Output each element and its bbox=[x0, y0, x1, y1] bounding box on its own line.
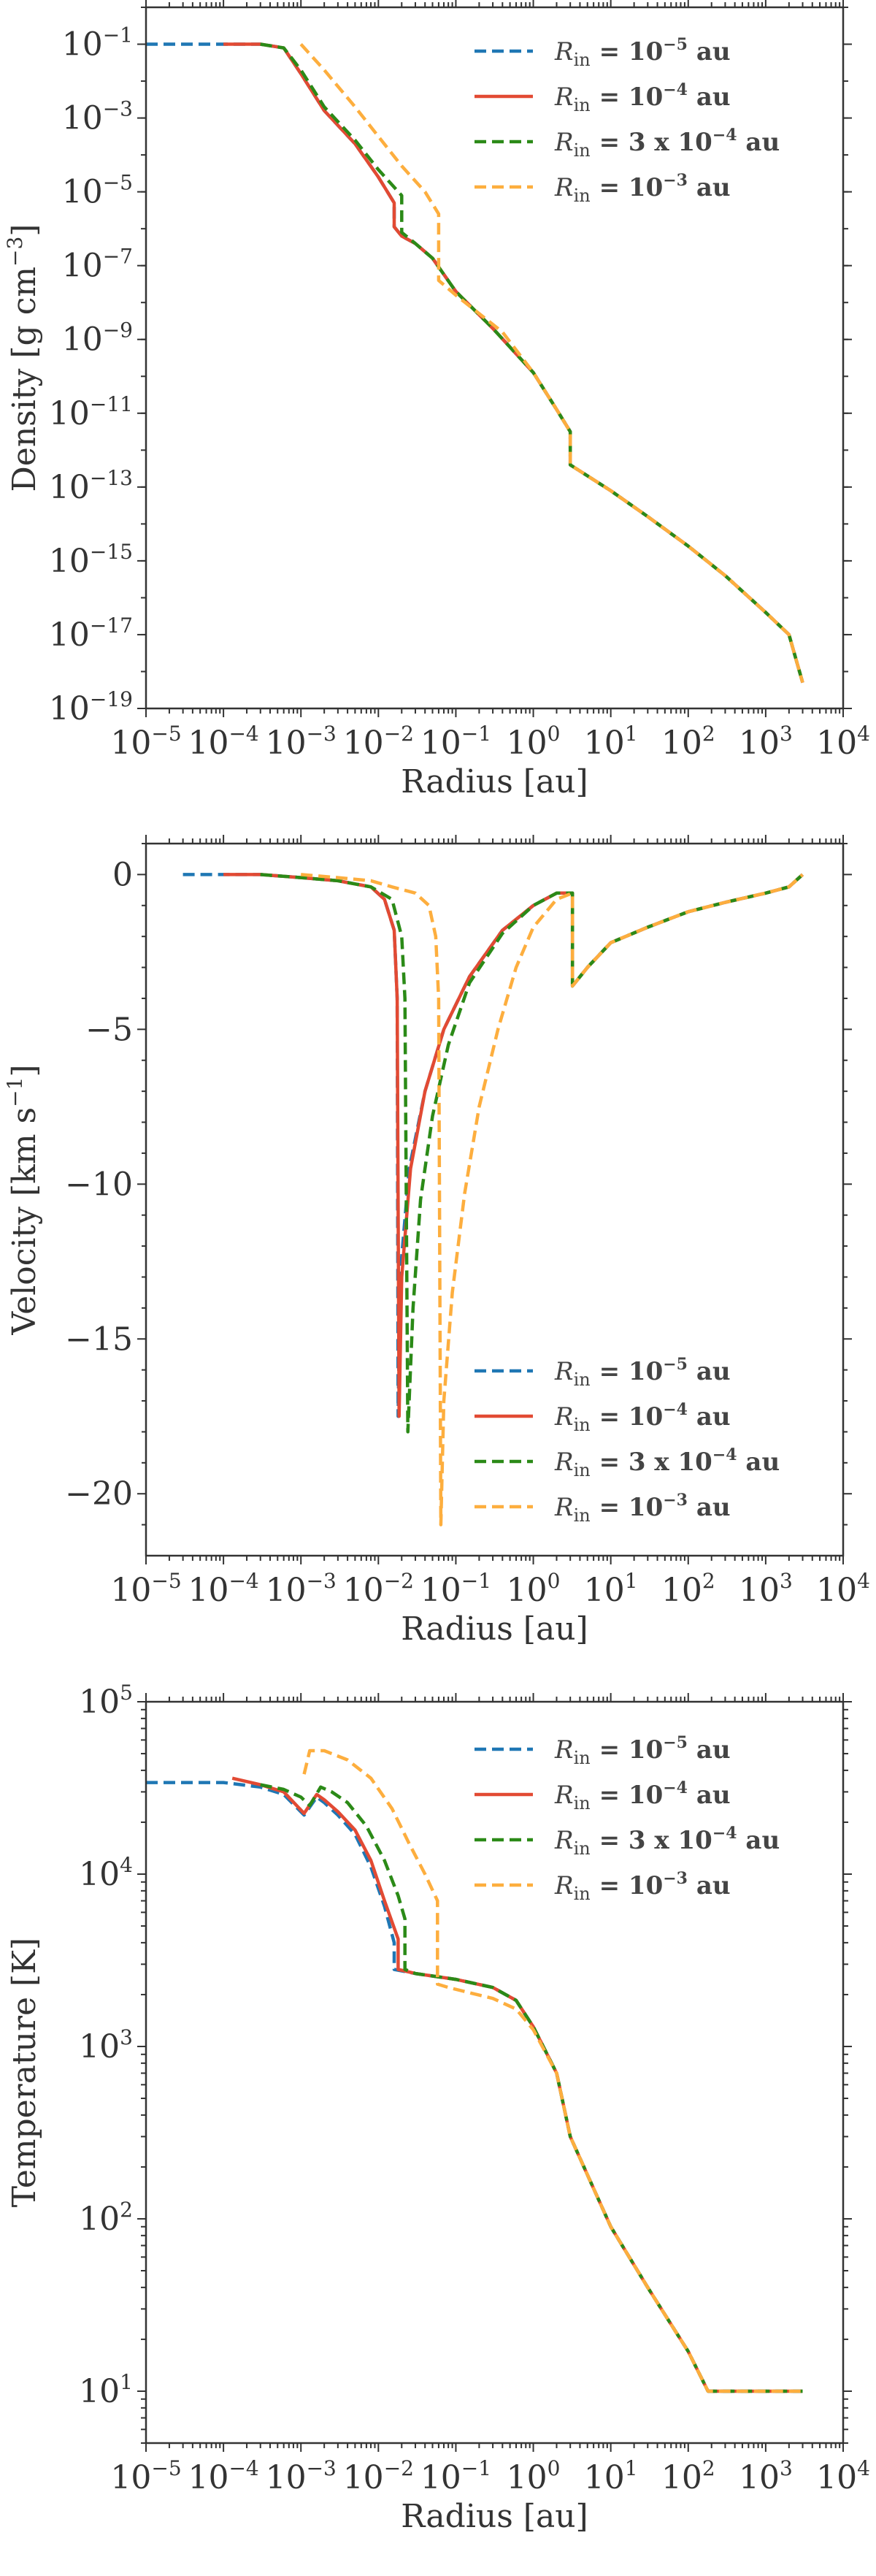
x-tick-label: 102 bbox=[661, 1569, 715, 1609]
x-tick-label: 10−2 bbox=[343, 722, 414, 762]
x-tick-label: 102 bbox=[661, 722, 715, 762]
x-tick-label: 104 bbox=[816, 2456, 870, 2496]
legend-label: Rin = 3 x 10−4 au bbox=[554, 126, 780, 161]
legend-label: Rin = 10−4 au bbox=[554, 80, 731, 115]
x-tick-label: 10−4 bbox=[188, 722, 258, 762]
legend: Rin = 10−5 au Rin = 10−4 au Rin = 3 x 10−4… bbox=[474, 1733, 780, 1904]
legend-label: Rin = 3 x 10−4 au bbox=[554, 1445, 780, 1480]
y-tick-label: 102 bbox=[79, 2198, 133, 2238]
plot-frame bbox=[145, 6, 845, 710]
y-tick-label: 10−5 bbox=[62, 171, 133, 211]
y-tick-label: 101 bbox=[79, 2370, 133, 2410]
y-tick-label: 10−1 bbox=[62, 23, 133, 64]
series-group bbox=[146, 1748, 803, 2393]
y-tick-label: 10−15 bbox=[49, 540, 133, 580]
legend-label: Rin = 10−3 au bbox=[554, 1491, 731, 1526]
y-tick-label: −20 bbox=[65, 1475, 133, 1513]
legend-label: Rin = 10−5 au bbox=[554, 1355, 731, 1390]
x-tick-label: 10−1 bbox=[420, 2456, 491, 2496]
chart-panel-1: 10−5 10−4 10−3 10−2 10−1 100 101 102 103 10410−11… bbox=[3, 0, 870, 800]
x-axis-label: Radius [au] bbox=[401, 1610, 588, 1648]
x-tick-label: 101 bbox=[584, 1569, 638, 1609]
y-axis-label: Velocity [km s−1] bbox=[3, 1064, 43, 1335]
x-tick-label: 100 bbox=[507, 2456, 561, 2496]
x-tick-label: 103 bbox=[739, 722, 793, 762]
y-tick-label: 10−19 bbox=[49, 687, 133, 727]
series-line-4 bbox=[299, 42, 804, 684]
legend: Rin = 10−5 au Rin = 10−4 au Rin = 3 x 10−4… bbox=[474, 1355, 780, 1526]
y-tick-label: 104 bbox=[79, 1853, 133, 1893]
y-tick-label: 10−17 bbox=[49, 614, 133, 654]
x-tick-label: 104 bbox=[816, 722, 870, 762]
x-tick-label: 100 bbox=[507, 1569, 561, 1609]
y-tick-label: 10−9 bbox=[62, 318, 133, 359]
series-line-3 bbox=[260, 42, 804, 684]
x-tick-label: 10−1 bbox=[420, 1569, 491, 1609]
plot-frame bbox=[145, 842, 845, 1557]
x-tick-label: 10−5 bbox=[110, 2456, 181, 2496]
x-tick-label: 102 bbox=[661, 2456, 715, 2496]
series-group bbox=[146, 42, 804, 684]
legend: Rin = 10−5 au Rin = 10−4 au Rin = 3 x 10−4… bbox=[474, 35, 780, 206]
series-line-2 bbox=[223, 873, 804, 1418]
x-tick-label: 10−1 bbox=[420, 722, 491, 762]
x-tick-label: 10−5 bbox=[110, 722, 181, 762]
x-tick-label: 10−3 bbox=[266, 722, 337, 762]
x-tick-label: 101 bbox=[584, 722, 638, 762]
legend-label: Rin = 10−4 au bbox=[554, 1400, 731, 1435]
y-tick-label: 105 bbox=[79, 1681, 133, 1721]
legend-label: Rin = 10−5 au bbox=[554, 1733, 731, 1768]
x-tick-label: 10−3 bbox=[266, 2456, 337, 2496]
x-tick-label: 10−3 bbox=[266, 1569, 337, 1609]
x-tick-label: 103 bbox=[739, 1569, 793, 1609]
series-group bbox=[182, 873, 804, 1526]
legend-label: Rin = 10−5 au bbox=[554, 35, 731, 70]
x-tick-label: 10−5 bbox=[110, 1569, 181, 1609]
y-tick-label: 0 bbox=[112, 856, 133, 893]
chart-panel-2: 10−5 10−4 10−3 10−2 10−1 100 101 102 103 104 0 −5 −1… bbox=[3, 835, 870, 1648]
y-axis-label: Density [g cm−3] bbox=[3, 224, 43, 492]
x-tick-label: 10−4 bbox=[188, 1569, 258, 1609]
x-tick-label: 100 bbox=[507, 722, 561, 762]
x-tick-label: 101 bbox=[584, 2456, 638, 2496]
series-line-1 bbox=[182, 873, 804, 1418]
plot-frame bbox=[145, 1700, 845, 2445]
y-tick-label: 10−13 bbox=[49, 466, 133, 506]
x-axis-label: Radius [au] bbox=[401, 763, 588, 800]
y-tick-label: −15 bbox=[65, 1321, 133, 1358]
x-tick-label: 103 bbox=[739, 2456, 793, 2496]
chart-panel-3: 10−5 10−4 10−3 10−2 10−1 100 101 102 103 104 105 10… bbox=[6, 1681, 870, 2535]
y-tick-label: −5 bbox=[85, 1011, 133, 1048]
series-line-3 bbox=[260, 873, 804, 1434]
series-line-2 bbox=[231, 1776, 803, 2393]
y-tick-label: 103 bbox=[79, 2025, 133, 2065]
x-tick-label: 10−4 bbox=[188, 2456, 258, 2496]
series-line-4 bbox=[302, 1748, 803, 2393]
legend-label: Rin = 10−4 au bbox=[554, 1778, 731, 1813]
x-tick-label: 10−2 bbox=[343, 2456, 414, 2496]
y-tick-label: 10−11 bbox=[49, 392, 133, 432]
x-tick-label: 10−2 bbox=[343, 1569, 414, 1609]
x-tick-label: 104 bbox=[816, 1569, 870, 1609]
y-tick-label: 10−3 bbox=[62, 97, 133, 137]
y-axis-label: Temperature [K] bbox=[6, 1938, 43, 2207]
y-tick-label: 10−7 bbox=[62, 245, 133, 285]
legend-label: Rin = 10−3 au bbox=[554, 1869, 731, 1904]
y-tick-label: −10 bbox=[65, 1166, 133, 1203]
legend-label: Rin = 10−3 au bbox=[554, 171, 731, 206]
legend-label: Rin = 3 x 10−4 au bbox=[554, 1824, 780, 1859]
series-line-4 bbox=[301, 873, 804, 1526]
x-axis-label: Radius [au] bbox=[401, 2498, 588, 2535]
